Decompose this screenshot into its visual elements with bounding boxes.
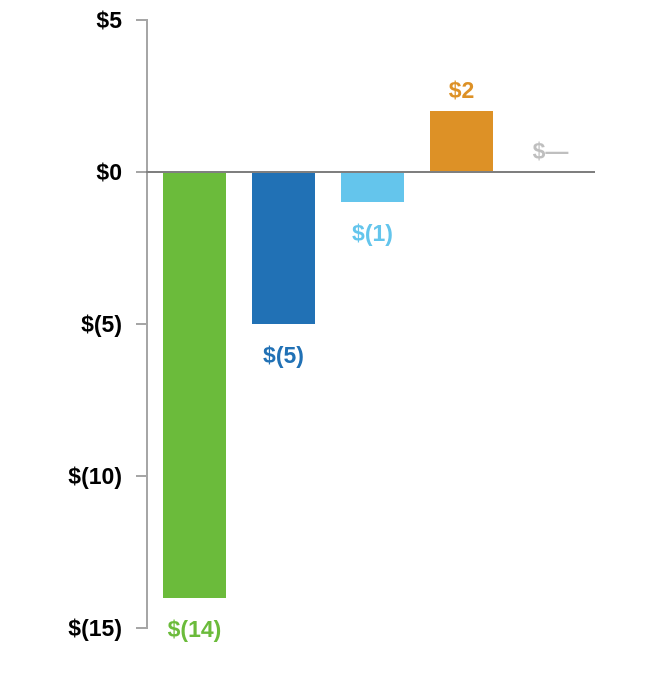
bar-value-label-4: $2 — [448, 77, 475, 104]
y-axis-tick — [136, 323, 148, 325]
bar-value-label-1: $(14) — [167, 615, 222, 642]
y-axis-tick — [136, 475, 148, 477]
bar-value-label-5: $— — [532, 138, 569, 164]
bar-series-3 — [341, 172, 404, 203]
y-tick-label: $(10) — [68, 463, 122, 489]
y-tick-label: $(15) — [68, 615, 122, 641]
bar-series-1 — [163, 172, 226, 598]
bar-series-2 — [252, 172, 315, 324]
zero-baseline — [146, 171, 595, 173]
bar-series-4 — [430, 111, 493, 172]
bar-value-label-2: $(5) — [263, 342, 304, 368]
y-axis-tick — [136, 627, 148, 629]
y-tick-label: $0 — [96, 159, 122, 185]
y-tick-label: $5 — [96, 7, 122, 33]
y-axis-tick — [136, 19, 148, 21]
y-tick-label: $(5) — [81, 311, 122, 337]
y-axis-tick — [136, 171, 148, 173]
bar-value-label-3: $(1) — [352, 220, 393, 247]
